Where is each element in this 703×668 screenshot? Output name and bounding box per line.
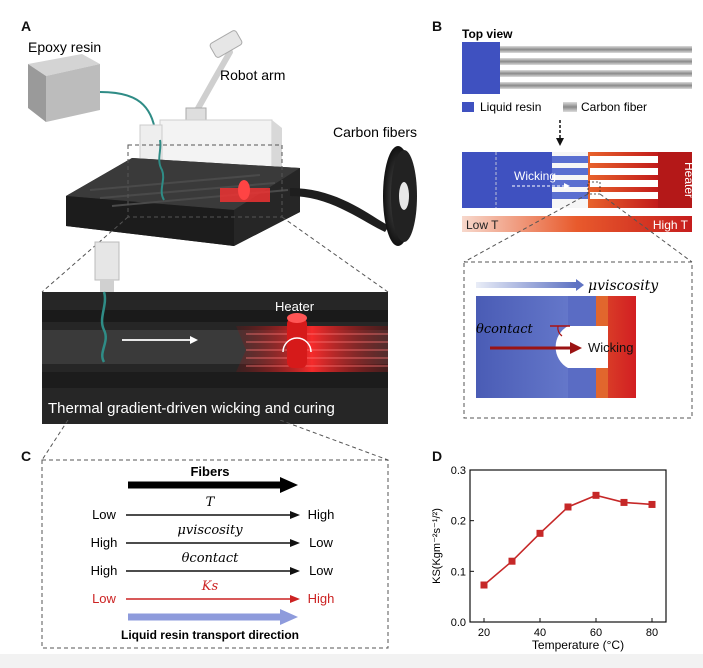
row-ks: Ks Low High xyxy=(92,579,334,606)
x-tick-label: 80 xyxy=(646,627,658,639)
epoxy-container xyxy=(28,54,100,122)
x-axis-label: Temperature (°C) xyxy=(532,638,624,652)
panel-c-diagram: Fibers T Low High μviscosity High Low θc… xyxy=(41,420,389,649)
data-point xyxy=(480,581,488,589)
wicking-label-zoom: Wicking xyxy=(588,340,634,355)
zoom-region-a xyxy=(127,144,283,218)
low-t-label: Low T xyxy=(466,218,499,232)
panel-a-illustration: Heater Thermal gradient-driven wicking a… xyxy=(28,30,417,424)
data-point xyxy=(648,500,656,508)
row-right-mu: Low xyxy=(309,535,333,550)
panel-letter-d: D xyxy=(432,448,443,464)
legend-fiber-swatch xyxy=(563,102,577,112)
mu-viscosity-label: μviscosity xyxy=(588,278,659,294)
wicking-top-view xyxy=(462,152,692,208)
row-left-mu: High xyxy=(91,535,118,550)
row-viscosity: μviscosity High Low xyxy=(91,523,334,550)
fibers-label: Fibers xyxy=(190,464,229,479)
data-point xyxy=(536,529,544,537)
row-symbol-ks: Ks xyxy=(201,579,219,594)
fiber-spool xyxy=(383,146,417,246)
wicking-meniscus xyxy=(476,296,636,398)
row-symbol-t: T xyxy=(206,495,216,510)
heater-label-a: Heater xyxy=(275,299,315,314)
carbon-fibers-label: Carbon fibers xyxy=(333,124,417,140)
zoom-caption: Thermal gradient-driven wicking and curi… xyxy=(48,400,335,417)
x-tick-label: 40 xyxy=(534,627,546,639)
legend-resin-label: Liquid resin xyxy=(480,100,541,114)
row-temperature: T Low High xyxy=(92,495,334,522)
extruded-resin xyxy=(158,139,165,201)
x-tick-label: 20 xyxy=(478,627,490,639)
panel-letter-b: B xyxy=(432,18,443,34)
x-tick-label: 60 xyxy=(590,627,602,639)
row-left-t: Low xyxy=(92,507,116,522)
heater-block xyxy=(220,180,270,202)
wicking-label-top: Wicking xyxy=(514,169,556,183)
zoom-photo xyxy=(42,241,388,424)
data-point xyxy=(620,498,628,506)
top-view-fibers xyxy=(462,42,692,94)
row-left-theta: High xyxy=(91,563,118,578)
data-point xyxy=(592,491,600,499)
printing-bed xyxy=(66,158,300,246)
data-point xyxy=(508,557,516,565)
ks-chart: 0.0 0.1 0.2 0.3 20 40 60 80 KS(Kgm⁻²s⁻¹/²) Temp… xyxy=(431,465,667,652)
bottom-strip xyxy=(0,654,703,668)
legend-resin-swatch xyxy=(462,102,474,112)
data-point xyxy=(564,503,572,511)
row-right-theta: Low xyxy=(309,563,333,578)
robot-arm-label: Robot arm xyxy=(220,67,285,83)
top-view-label: Top view xyxy=(462,27,513,41)
heater-label-b: Heater xyxy=(682,162,696,198)
y-tick-label: 0.0 xyxy=(451,617,466,629)
plot-frame xyxy=(469,469,667,623)
y-axis-label: KS(Kgm⁻²s⁻¹/²) xyxy=(431,508,443,584)
row-left-ks: Low xyxy=(92,591,116,606)
panel-letter-a: A xyxy=(21,18,32,34)
epoxy-resin-label: Epoxy resin xyxy=(28,39,101,55)
row-right-t: High xyxy=(308,507,335,522)
fiber-tape xyxy=(290,188,389,232)
transport-label: Liquid resin transport direction xyxy=(121,628,299,642)
panel-b-illustration: Top view Liquid resin Carbon fiber Wicki… xyxy=(462,27,696,419)
panel-letter-c: C xyxy=(21,448,32,464)
legend-fiber-label: Carbon fiber xyxy=(581,100,647,114)
row-symbol-theta: θcontact xyxy=(182,551,240,566)
y-tick-label: 0.1 xyxy=(451,566,466,578)
high-t-label: High T xyxy=(653,218,689,232)
viscosity-gradient-arrow xyxy=(476,282,576,288)
y-tick-label: 0.3 xyxy=(451,465,466,477)
row-right-ks: High xyxy=(308,591,335,606)
row-symbol-mu: μviscosity xyxy=(177,523,243,538)
y-tick-label: 0.2 xyxy=(451,516,466,528)
row-contact-angle: θcontact High Low xyxy=(91,551,334,578)
theta-contact-label: θcontact xyxy=(476,322,534,337)
